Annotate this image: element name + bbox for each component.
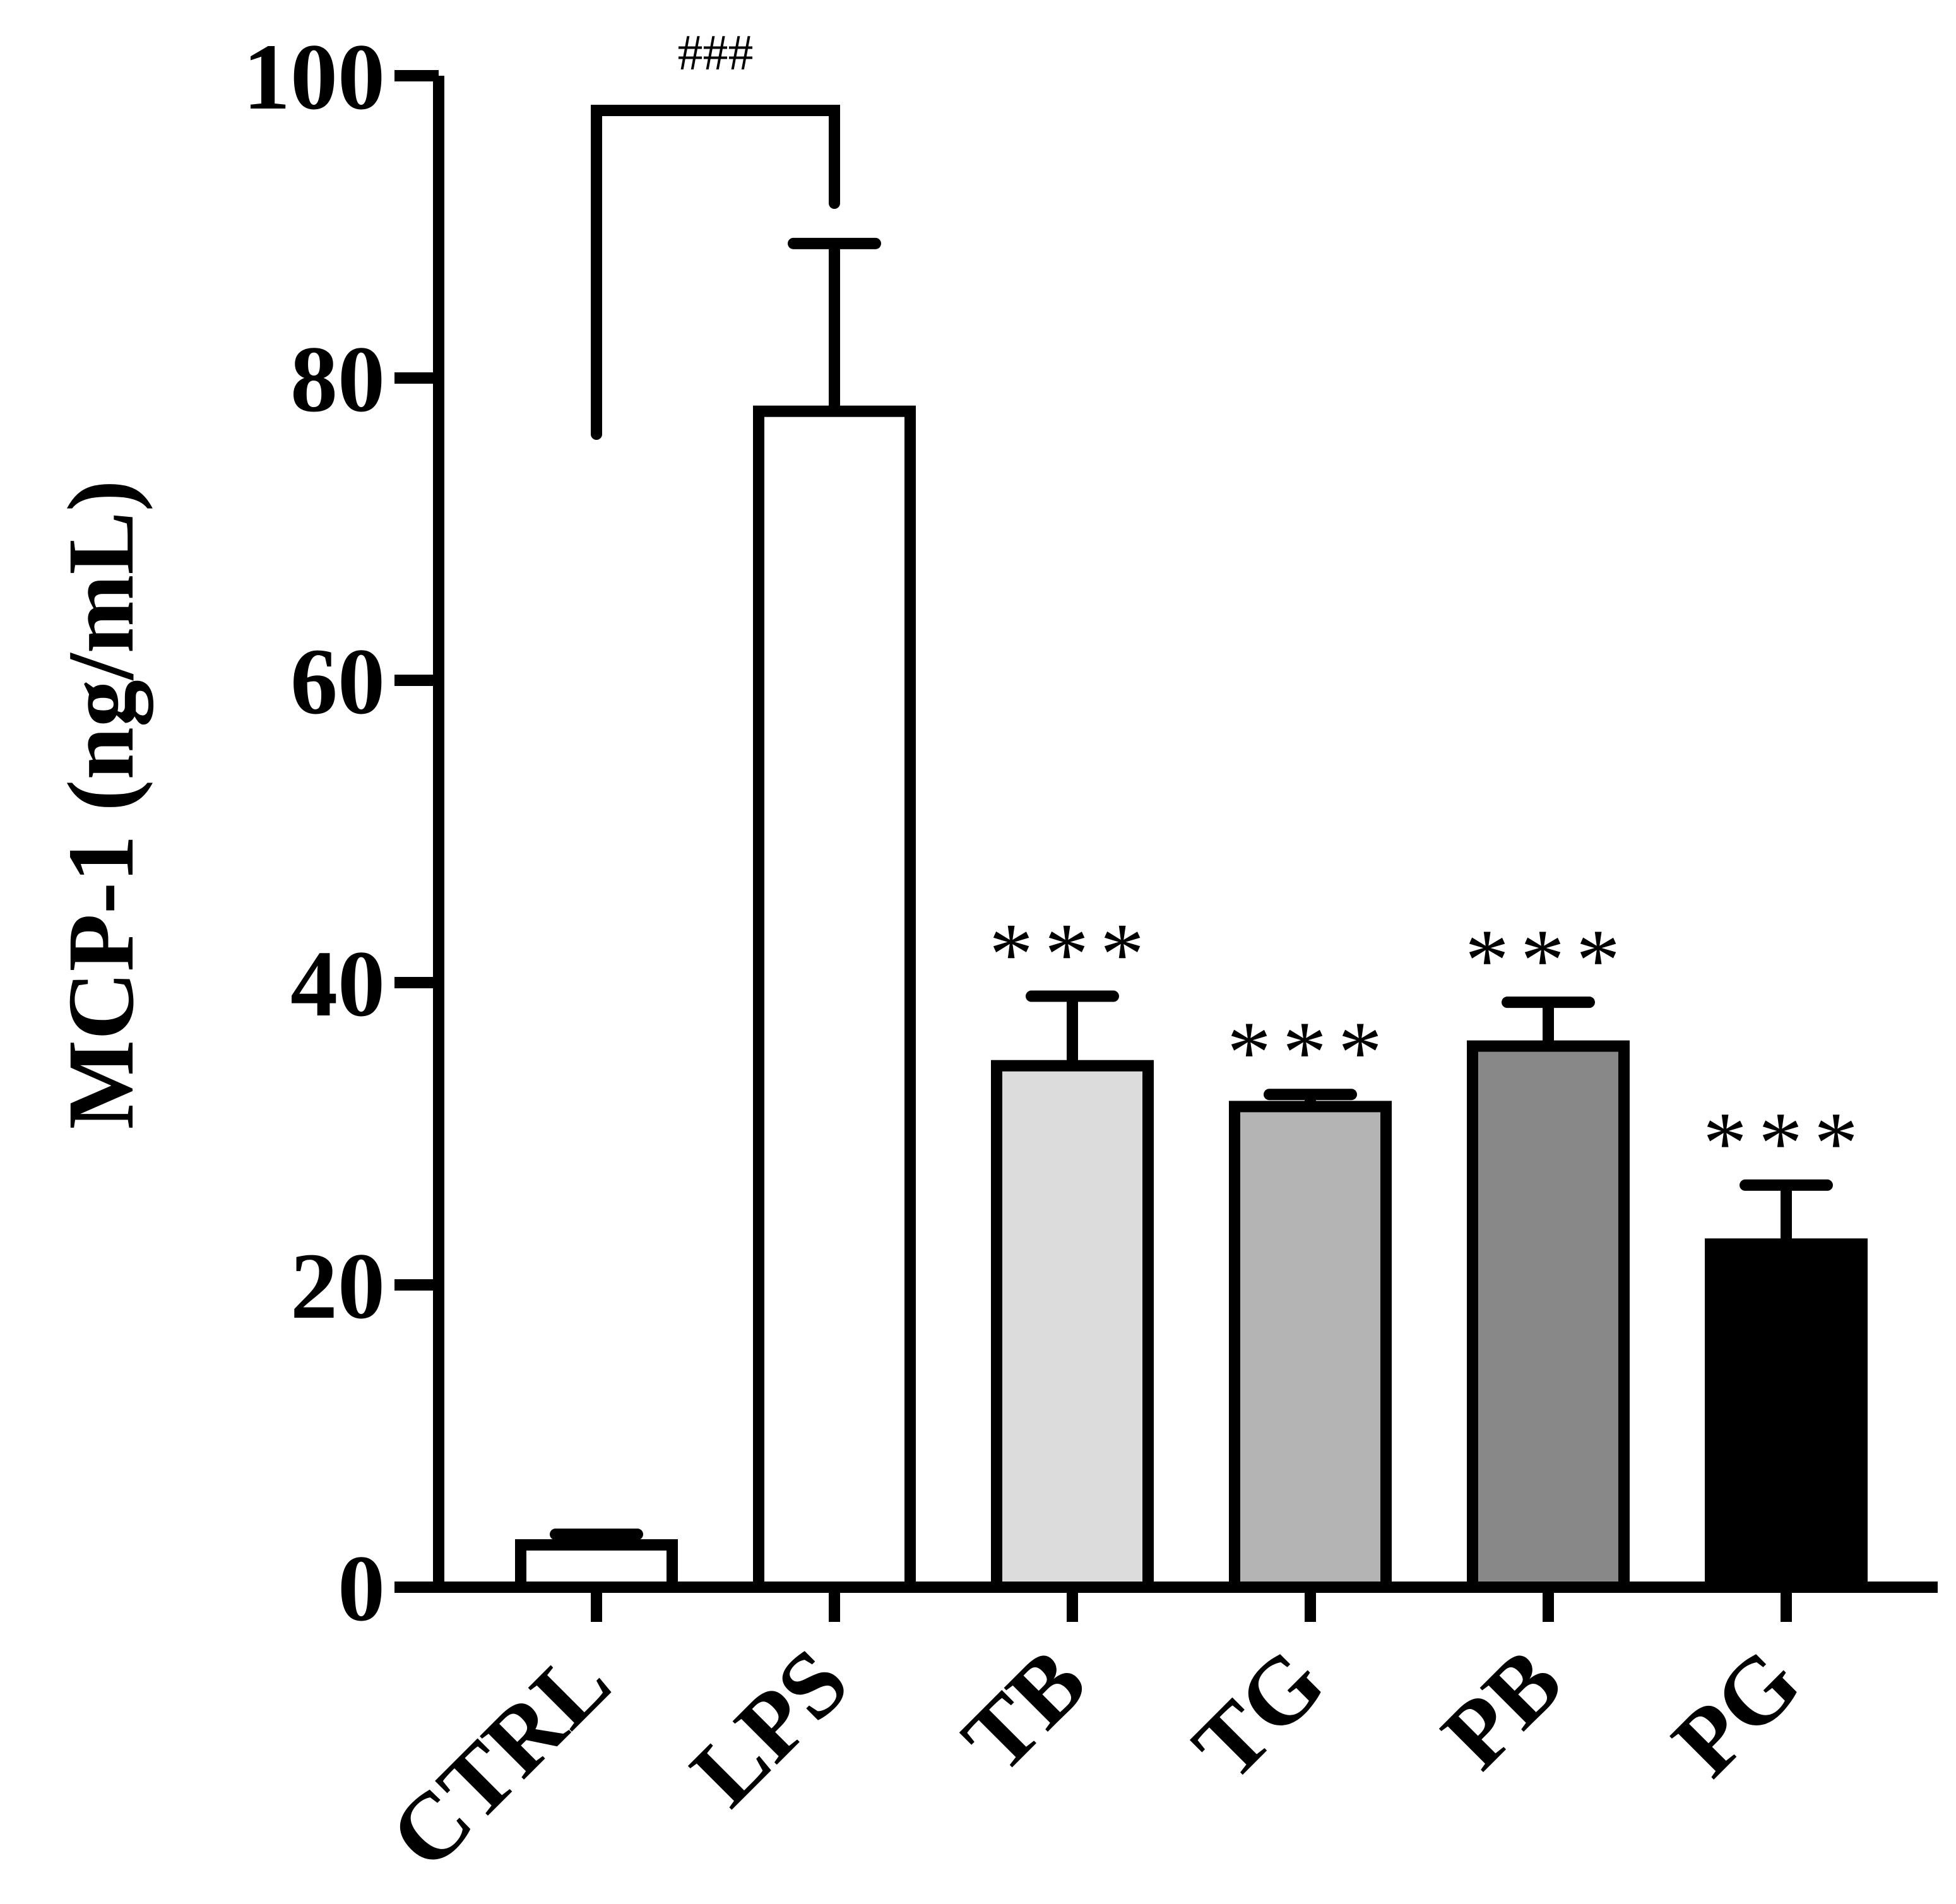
y-axis: 0 20 40 60 80 100: [243, 25, 444, 1641]
bar-lps: [753, 405, 916, 1594]
y-tick-label: 0: [338, 1536, 385, 1641]
significance-label: ***: [1465, 911, 1632, 1009]
bars: [515, 237, 1868, 1594]
x-tick-label: PG: [1653, 1629, 1820, 1796]
y-tick-label: 100: [243, 25, 385, 129]
y-tick-label: 80: [290, 327, 385, 432]
significance-label: ***: [989, 906, 1156, 1003]
y-tick-label: 60: [290, 629, 385, 734]
x-tick-label: CTRL: [370, 1629, 630, 1889]
comparison-label: ###: [678, 25, 754, 81]
x-tick-label: TG: [1173, 1629, 1344, 1800]
y-tick-label: 20: [290, 1234, 385, 1339]
bar-ctrl: [515, 1539, 678, 1593]
x-axis: CTRL LPS TB TG PB PG: [370, 1582, 1938, 1889]
x-tick-label: TB: [942, 1629, 1106, 1792]
significance-label: ***: [1227, 1003, 1394, 1101]
significance-label: ***: [1703, 1094, 1870, 1192]
bar-pb: [1467, 1040, 1630, 1593]
y-tick-label: 40: [290, 931, 385, 1036]
y-axis-title: MCP-1 (ng/mL): [49, 480, 153, 1130]
comparison-bracket: [591, 105, 840, 440]
bar-tb: [991, 1060, 1154, 1593]
x-tick-label: LPS: [671, 1629, 868, 1826]
annotations: *** *** *** *** ###: [591, 25, 1870, 1192]
x-tick-label: PB: [1422, 1629, 1582, 1789]
bar-tg: [1229, 1101, 1392, 1593]
bar-pg: [1705, 1238, 1868, 1593]
